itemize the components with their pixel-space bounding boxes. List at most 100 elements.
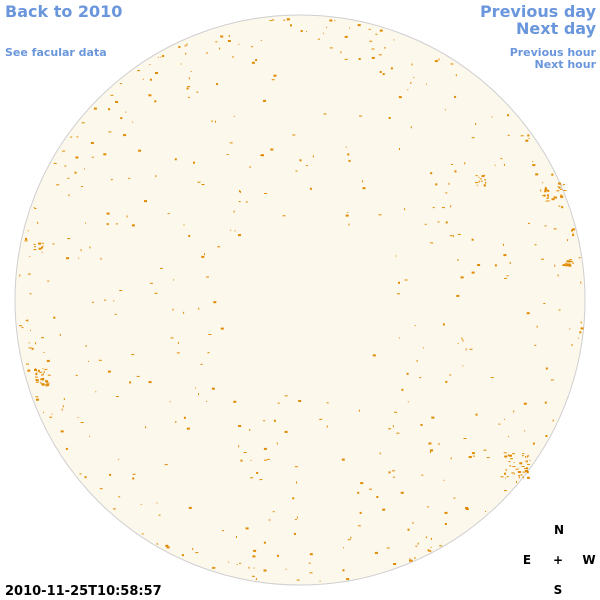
facula (184, 45, 187, 47)
facula (348, 223, 350, 226)
facula (188, 506, 192, 509)
facula (100, 257, 102, 260)
facula (518, 476, 520, 479)
facula (580, 327, 584, 330)
facula (145, 426, 147, 429)
next-day-link[interactable]: Next day (516, 19, 597, 38)
facula (577, 337, 579, 339)
facula (580, 281, 582, 284)
facula (566, 263, 570, 265)
back-link[interactable]: Back to 2010 (5, 2, 122, 21)
facula (41, 383, 45, 386)
facula (569, 328, 571, 330)
facula (417, 542, 419, 545)
facula (547, 189, 550, 192)
facula (41, 246, 44, 249)
facula (513, 410, 515, 413)
facula (561, 206, 564, 209)
facula (63, 398, 65, 401)
facula (511, 472, 515, 474)
facula (128, 177, 131, 179)
facula (35, 379, 39, 382)
previous-hour-link[interactable]: Previous hour (510, 46, 597, 59)
facula (547, 197, 549, 199)
facula (187, 96, 190, 98)
facula (91, 156, 94, 158)
facula (44, 368, 48, 370)
facula (30, 329, 31, 331)
timestamp: 2010-11-25T10:58:57 (5, 584, 162, 599)
facula (376, 496, 379, 498)
facula (295, 170, 298, 172)
facula (536, 325, 538, 328)
facula (142, 78, 144, 80)
facula (80, 422, 84, 423)
facula (263, 447, 267, 450)
facula (188, 234, 191, 237)
facula (472, 455, 475, 457)
facula (442, 323, 445, 326)
facula (494, 164, 496, 166)
facula (158, 514, 161, 516)
facula (104, 299, 107, 301)
facula (126, 215, 128, 218)
facula (404, 279, 408, 281)
facula (546, 194, 549, 197)
facula (212, 566, 215, 569)
facula (109, 473, 112, 476)
facula (119, 290, 123, 291)
facula (374, 551, 378, 554)
facula (144, 200, 147, 203)
next-hour-link[interactable]: Next hour (535, 58, 597, 71)
facula (504, 455, 508, 458)
facula (395, 255, 397, 257)
facula (571, 344, 573, 346)
facula (388, 428, 392, 430)
facula (399, 148, 400, 150)
facula (579, 331, 582, 334)
facula (391, 470, 395, 472)
facula (198, 393, 199, 396)
facula (273, 419, 276, 422)
facula (276, 442, 278, 445)
facular-link[interactable]: See facular data (5, 46, 107, 59)
facula (236, 564, 238, 566)
facula (211, 120, 213, 122)
facula (528, 138, 530, 139)
facula (176, 352, 180, 354)
facula (41, 242, 44, 244)
facula (19, 325, 23, 327)
facula (140, 503, 142, 505)
facula (390, 67, 393, 70)
facula (172, 308, 174, 311)
facula (522, 476, 524, 479)
facula (478, 180, 480, 183)
facula (192, 548, 194, 551)
facula (44, 384, 46, 385)
previous-day-link[interactable]: Previous day (480, 2, 597, 21)
facula (491, 116, 493, 118)
facula (154, 292, 158, 294)
facula (175, 421, 177, 423)
facula (545, 435, 548, 437)
facula (45, 380, 49, 383)
facula (245, 527, 249, 530)
facula (268, 519, 271, 521)
facula (347, 539, 351, 541)
facula (136, 375, 140, 377)
facula (521, 455, 524, 457)
facula (110, 179, 113, 181)
facula (572, 228, 576, 231)
facula (527, 454, 529, 457)
facula (228, 561, 230, 563)
facula (534, 344, 537, 346)
facula (80, 249, 82, 252)
facula (266, 458, 270, 460)
facula (118, 459, 120, 460)
facula (520, 474, 523, 476)
facula (34, 369, 37, 371)
facula (66, 257, 69, 260)
facula (41, 337, 44, 339)
facula (558, 205, 561, 207)
facula (219, 47, 221, 50)
